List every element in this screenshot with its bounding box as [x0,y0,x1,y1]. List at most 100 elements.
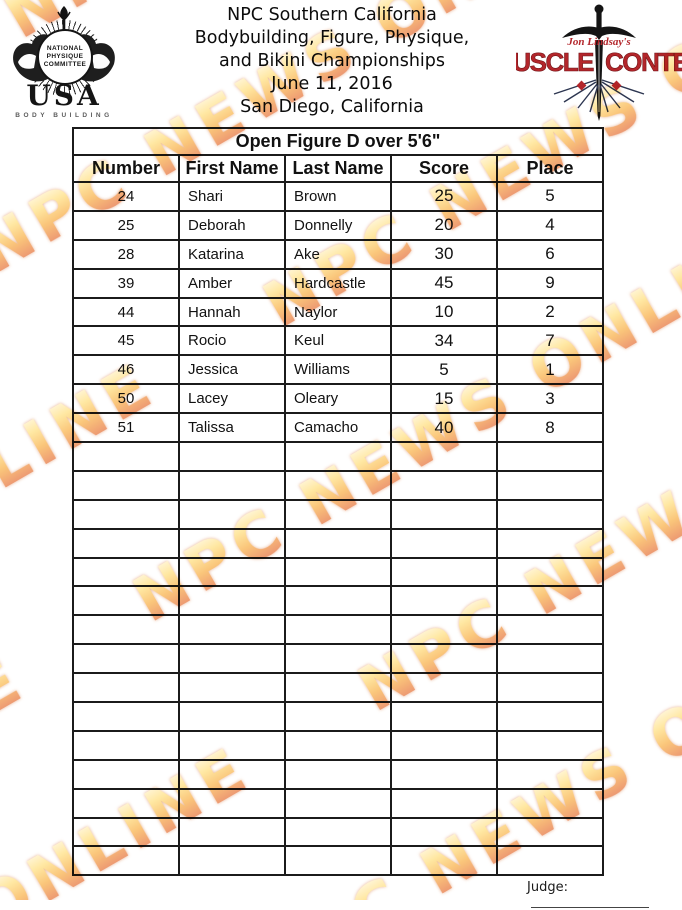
column-header-last-name: Last Name [284,154,392,183]
cell-last-name: Williams [284,354,392,386]
competitor-row: 39 Amber Hardcastle 45 9 [72,267,604,299]
cell-place: 9 [496,267,604,299]
empty-cell [284,643,392,675]
empty-row [72,672,604,704]
empty-cell [178,527,286,559]
competitor-row: 28 Katarina Ake 30 6 [72,238,604,270]
cell-last-name: Donnelly [284,209,392,241]
empty-cell [284,556,392,588]
cell-first-name: Rocio [178,325,286,357]
cell-number: 28 [72,238,180,270]
empty-row [72,816,604,848]
empty-cell [72,643,180,675]
contest-wordmark: CONTEST [605,47,682,77]
cell-first-name: Talissa [178,412,286,444]
empty-row [72,585,604,617]
empty-cell [496,527,604,559]
empty-cell [390,614,498,646]
empty-cell [390,758,498,790]
empty-cell [284,845,392,877]
cell-place: 3 [496,383,604,415]
empty-cell [178,701,286,732]
cell-number: 50 [72,383,180,415]
empty-cell [72,527,180,559]
empty-cell [178,469,286,501]
empty-cell [496,787,604,819]
column-header-place: Place [496,154,604,183]
cell-score: 5 [390,354,498,386]
empty-cell [284,585,392,617]
competitor-row: 25 Deborah Donnelly 20 4 [72,209,604,241]
cell-score: 10 [390,296,498,328]
muscle-wordmark: MUSCLE [516,47,594,77]
empty-cell [390,556,498,588]
cell-first-name: Shari [178,181,286,212]
cell-number: 25 [72,209,180,241]
cell-place: 1 [496,354,604,386]
empty-cell [72,498,180,530]
empty-row [72,614,604,646]
sword-icon [562,4,636,121]
cell-number: 44 [72,296,180,328]
empty-row [72,758,604,790]
empty-cell [496,643,604,675]
cell-score: 34 [390,325,498,357]
muscle-contest-logo: Jon Lindsay's MUSCLE CONTEST [492,0,682,122]
competitor-row: 51 Talissa Camacho 40 8 [72,412,604,444]
cell-number: 51 [72,412,180,444]
cell-place: 6 [496,238,604,270]
cell-first-name: Katarina [178,238,286,270]
cell-score: 25 [390,181,498,212]
empty-cell [496,498,604,530]
empty-cell [390,672,498,704]
empty-cell [72,816,180,848]
cell-score: 40 [390,412,498,444]
cell-place: 5 [496,181,604,212]
empty-cell [390,585,498,617]
cell-place: 7 [496,325,604,357]
empty-cell [72,556,180,588]
empty-cell [284,441,392,472]
empty-cell [178,845,286,877]
empty-row [72,643,604,675]
empty-cell [178,729,286,761]
empty-cell [496,585,604,617]
empty-cell [390,729,498,761]
empty-cell [496,758,604,790]
event-header-line: Bodybuilding, Figure, Physique, [194,28,470,48]
cell-last-name: Brown [284,181,392,212]
competitor-row: 50 Lacey Oleary 15 3 [72,383,604,415]
competitor-row: 46 Jessica Williams 5 1 [72,354,604,386]
empty-cell [178,672,286,704]
event-header-line: and Bikini Championships [218,51,445,71]
empty-cell [72,701,180,732]
empty-row [72,469,604,501]
muscle-contest-graphic: Jon Lindsay's MUSCLE CONTEST [492,4,682,121]
table-header-row: Number First Name Last Name Score Place [72,154,604,183]
empty-cell [390,498,498,530]
cell-last-name: Camacho [284,412,392,444]
empty-cell [284,614,392,646]
seal-line: COMMITTEE [43,61,87,68]
empty-cell [178,585,286,617]
ray-burst-icon [553,79,645,113]
usa-wordmark: USA [26,79,102,112]
empty-cell [72,469,180,501]
empty-cell [496,441,604,472]
empty-cell [390,845,498,877]
cell-last-name: Naylor [284,296,392,328]
event-header: NPC Southern California Bodybuilding, Fig… [0,4,673,119]
cell-first-name: Hannah [178,296,286,328]
empty-row [72,845,604,877]
empty-cell [390,643,498,675]
empty-cell [178,498,286,530]
empty-cell [72,672,180,704]
empty-cell [496,729,604,761]
empty-cell [284,816,392,848]
empty-row [72,787,604,819]
cell-first-name: Deborah [178,209,286,241]
empty-cell [72,845,180,877]
cell-number: 24 [72,181,180,212]
empty-cell [496,469,604,501]
